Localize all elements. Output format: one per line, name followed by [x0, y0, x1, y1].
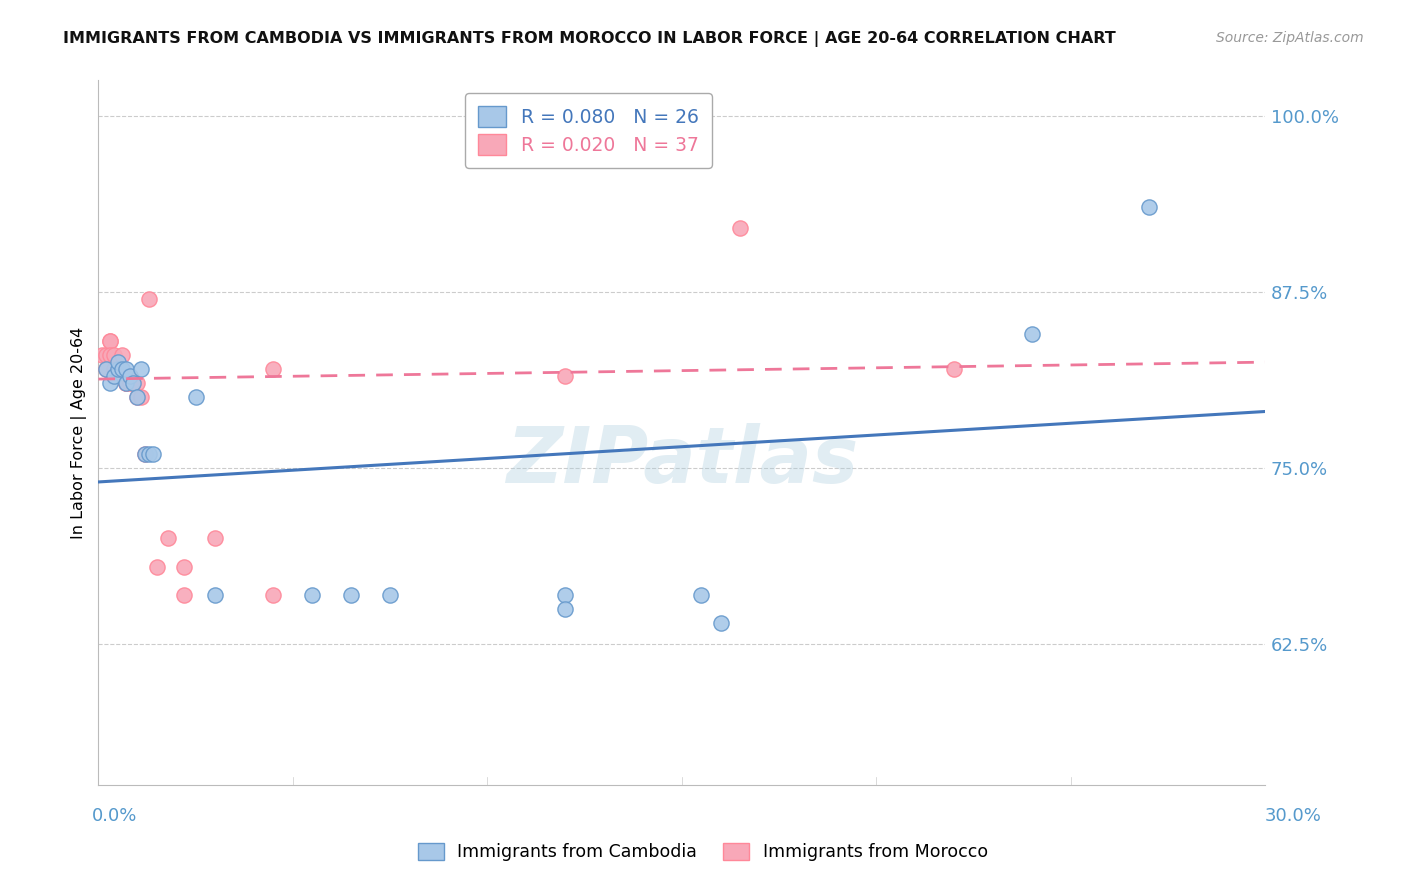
Point — [111, 369, 134, 384]
Point — [114, 376, 136, 391]
Point — [118, 376, 141, 391]
Point — [134, 447, 156, 461]
Point — [380, 588, 402, 602]
Point — [122, 376, 145, 391]
Point — [184, 391, 207, 405]
Point — [103, 362, 125, 376]
Point — [157, 532, 180, 546]
Point — [118, 369, 141, 384]
Point — [262, 588, 284, 602]
Point — [96, 348, 118, 362]
Point — [127, 391, 149, 405]
Text: IMMIGRANTS FROM CAMBODIA VS IMMIGRANTS FROM MOROCCO IN LABOR FORCE | AGE 20-64 C: IMMIGRANTS FROM CAMBODIA VS IMMIGRANTS F… — [63, 31, 1116, 47]
Point — [114, 376, 136, 391]
Point — [129, 391, 152, 405]
Point — [554, 601, 576, 615]
Point — [204, 532, 226, 546]
Text: 0.0%: 0.0% — [91, 807, 136, 825]
Point — [114, 376, 136, 391]
Point — [107, 355, 129, 369]
Point — [98, 334, 121, 348]
Point — [98, 376, 121, 391]
Point — [262, 362, 284, 376]
Point — [122, 376, 145, 391]
Point — [103, 369, 125, 384]
Point — [96, 362, 118, 376]
Y-axis label: In Labor Force | Age 20-64: In Labor Force | Age 20-64 — [72, 326, 87, 539]
Point — [114, 362, 136, 376]
Point — [204, 588, 226, 602]
Text: Source: ZipAtlas.com: Source: ZipAtlas.com — [1216, 31, 1364, 45]
Point — [943, 362, 966, 376]
Point — [111, 362, 134, 376]
Point — [554, 369, 576, 384]
Point — [138, 292, 160, 306]
Point — [118, 369, 141, 384]
Text: ZIPatlas: ZIPatlas — [506, 423, 858, 499]
Point — [129, 362, 152, 376]
Point — [107, 362, 129, 376]
Point — [142, 447, 165, 461]
Point — [127, 376, 149, 391]
Point — [98, 348, 121, 362]
Point — [554, 588, 576, 602]
Point — [107, 362, 129, 376]
Point — [114, 376, 136, 391]
Point — [103, 369, 125, 384]
Legend: Immigrants from Cambodia, Immigrants from Morocco: Immigrants from Cambodia, Immigrants fro… — [409, 834, 997, 870]
Point — [111, 362, 134, 376]
Legend: R = 0.080   N = 26, R = 0.020   N = 37: R = 0.080 N = 26, R = 0.020 N = 37 — [465, 93, 713, 168]
Point — [98, 334, 121, 348]
Point — [146, 559, 169, 574]
Point — [1137, 200, 1160, 214]
Text: 30.0%: 30.0% — [1265, 807, 1322, 825]
Point — [111, 362, 134, 376]
Point — [127, 391, 149, 405]
Point — [96, 362, 118, 376]
Point — [1021, 326, 1043, 341]
Point — [690, 588, 713, 602]
Point — [173, 559, 195, 574]
Point — [730, 221, 752, 235]
Point — [301, 588, 323, 602]
Point — [111, 348, 134, 362]
Point — [107, 362, 129, 376]
Point — [340, 588, 363, 602]
Point — [173, 588, 195, 602]
Point — [122, 376, 145, 391]
Point — [91, 348, 114, 362]
Point — [134, 447, 156, 461]
Point — [103, 348, 125, 362]
Point — [710, 615, 733, 630]
Point — [138, 447, 160, 461]
